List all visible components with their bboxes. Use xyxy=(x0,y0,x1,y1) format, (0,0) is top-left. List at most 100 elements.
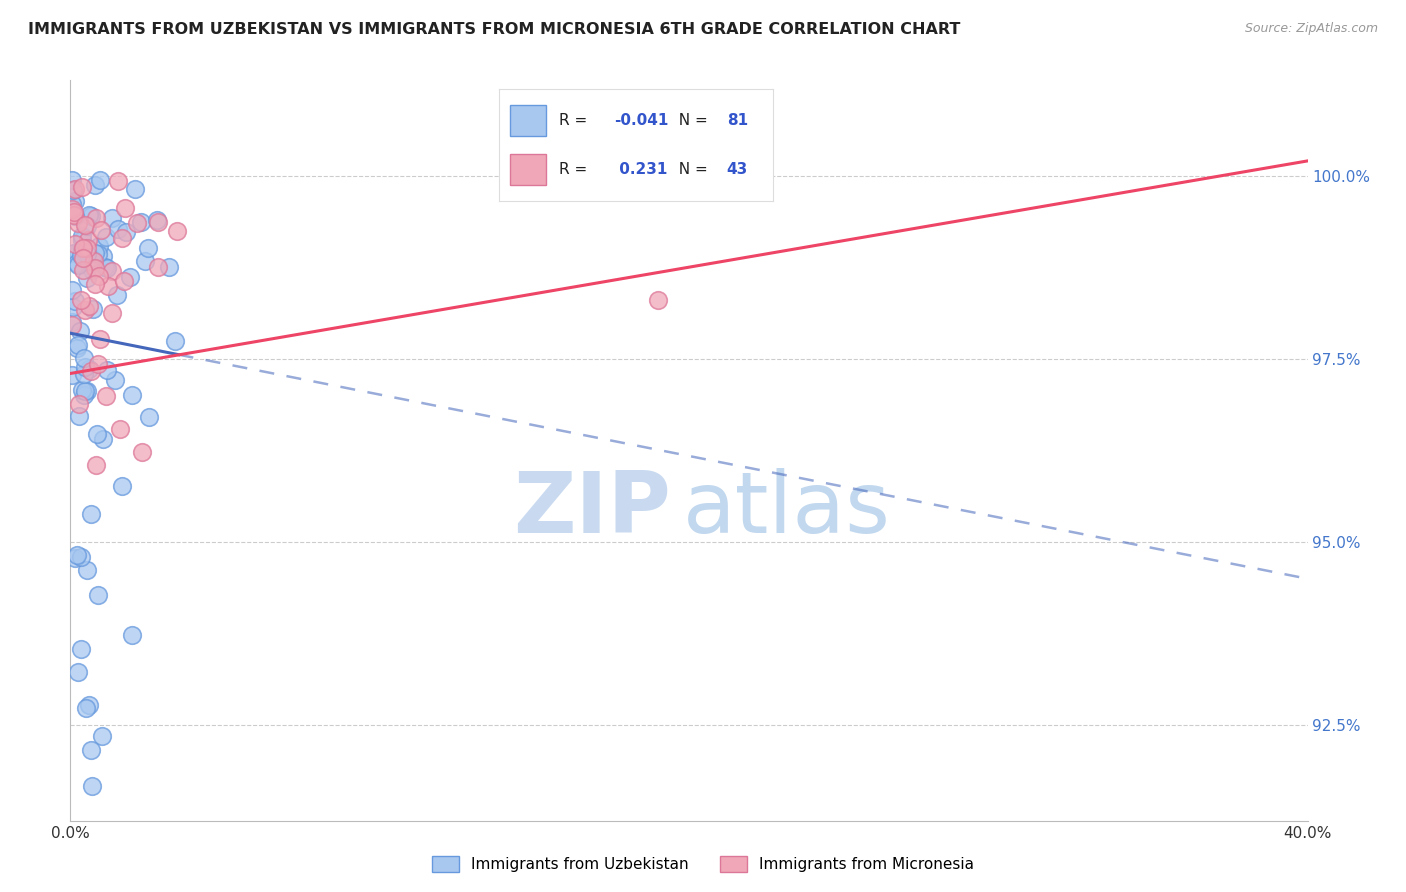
Point xyxy=(90,223,112,237)
Point xyxy=(73,219,96,233)
Text: atlas: atlas xyxy=(683,468,891,551)
Point xyxy=(83,261,105,276)
Point xyxy=(146,212,169,227)
Point xyxy=(91,432,114,446)
Point xyxy=(72,252,94,266)
Point xyxy=(80,508,103,522)
Point xyxy=(75,360,97,375)
FancyBboxPatch shape xyxy=(510,104,546,136)
Text: 0.231: 0.231 xyxy=(614,162,668,177)
Point xyxy=(134,254,156,268)
Point xyxy=(87,588,110,602)
Point xyxy=(63,237,86,252)
Point xyxy=(111,479,134,493)
Point xyxy=(73,351,96,365)
Text: 81: 81 xyxy=(727,113,748,128)
Point xyxy=(93,249,115,263)
Point xyxy=(67,245,90,260)
Point xyxy=(111,231,134,245)
Point xyxy=(62,205,84,219)
Point xyxy=(70,179,93,194)
Point xyxy=(70,233,93,247)
Text: R =: R = xyxy=(560,162,592,177)
Point xyxy=(76,563,98,577)
Point xyxy=(138,409,160,424)
Point xyxy=(63,208,86,222)
FancyBboxPatch shape xyxy=(510,153,546,185)
Point xyxy=(115,225,138,239)
Point xyxy=(86,426,108,441)
Point xyxy=(121,388,143,402)
Text: Source: ZipAtlas.com: Source: ZipAtlas.com xyxy=(1244,22,1378,36)
Point xyxy=(114,202,136,216)
Point xyxy=(647,293,669,308)
Point xyxy=(67,409,90,423)
Point xyxy=(112,274,135,288)
Point xyxy=(166,224,188,238)
Point xyxy=(67,258,90,272)
Point xyxy=(70,642,93,657)
Point xyxy=(72,388,94,402)
Point xyxy=(165,334,187,348)
Point xyxy=(80,364,103,378)
Point xyxy=(87,358,110,372)
Point xyxy=(63,550,86,565)
Text: ZIP: ZIP xyxy=(513,468,671,551)
Point xyxy=(89,172,111,186)
Point xyxy=(83,254,105,268)
Point xyxy=(72,263,94,277)
Point xyxy=(87,247,110,261)
Point xyxy=(70,549,93,564)
Point xyxy=(80,251,103,265)
Point xyxy=(66,256,89,270)
Point xyxy=(65,182,87,196)
Point xyxy=(101,211,124,226)
Point xyxy=(72,241,94,255)
Point xyxy=(60,315,83,329)
Point xyxy=(157,260,180,275)
Point xyxy=(79,208,101,222)
Point xyxy=(120,269,142,284)
Point xyxy=(97,278,120,293)
Point xyxy=(72,229,94,244)
Point xyxy=(148,260,170,275)
Point xyxy=(127,215,149,229)
Point xyxy=(70,383,93,397)
Point xyxy=(77,698,100,712)
Point xyxy=(80,743,103,757)
Point xyxy=(101,264,124,278)
Point xyxy=(66,665,89,679)
Point xyxy=(76,384,98,399)
Legend: Immigrants from Uzbekistan, Immigrants from Micronesia: Immigrants from Uzbekistan, Immigrants f… xyxy=(425,848,981,880)
Text: N =: N = xyxy=(669,162,713,177)
Point xyxy=(76,219,98,234)
Point xyxy=(79,362,101,376)
Point xyxy=(73,303,96,318)
Point xyxy=(66,337,89,351)
Point xyxy=(82,262,104,277)
Point xyxy=(80,779,103,793)
Point xyxy=(94,389,117,403)
Point xyxy=(89,269,111,284)
Point xyxy=(82,302,104,317)
Point xyxy=(124,182,146,196)
Text: -0.041: -0.041 xyxy=(614,113,669,128)
Point xyxy=(70,248,93,262)
Point xyxy=(66,341,89,355)
Point xyxy=(60,202,83,216)
Point xyxy=(83,277,105,292)
Point xyxy=(101,306,124,320)
Point xyxy=(96,363,118,377)
Point xyxy=(69,293,91,307)
Point xyxy=(107,174,129,188)
Point xyxy=(83,178,105,192)
Point xyxy=(76,233,98,247)
Point xyxy=(63,293,86,308)
Point xyxy=(76,247,98,261)
Point xyxy=(94,230,117,244)
Point xyxy=(60,368,83,382)
Point xyxy=(63,246,86,260)
Point xyxy=(77,299,100,313)
Point xyxy=(60,173,83,187)
Point xyxy=(87,239,110,253)
